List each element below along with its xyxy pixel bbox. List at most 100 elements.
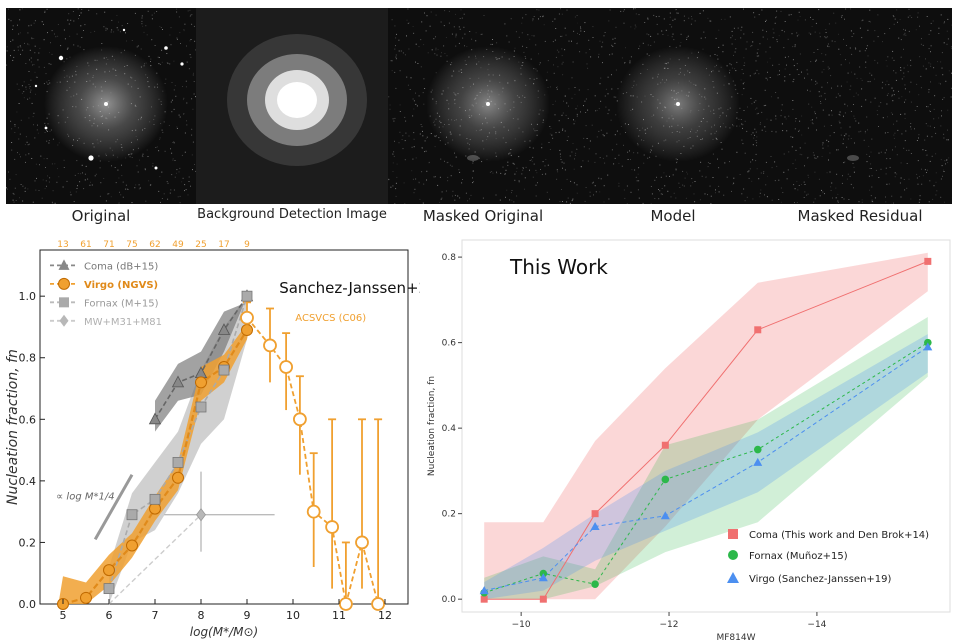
chart-title: Sanchez-Janssen+2019 <box>279 279 420 297</box>
star <box>164 46 168 50</box>
fornax-point <box>150 494 160 504</box>
galaxy-nucleus <box>104 102 108 106</box>
x-tick-label: 6 <box>106 609 113 622</box>
virgo-point <box>173 472 184 483</box>
fornax-point <box>754 446 762 454</box>
count-label: 75 <box>126 240 137 250</box>
y-tick-label: 0.4 <box>442 424 457 434</box>
coma-point <box>754 326 761 333</box>
acsvcs-point <box>294 413 306 425</box>
star <box>123 29 125 31</box>
legend-label: Fornax (M+15) <box>84 298 159 309</box>
x-tick-label: 10 <box>286 609 300 622</box>
image-panel-5 <box>768 8 952 204</box>
coma-point <box>592 510 599 517</box>
fornax-point <box>127 510 137 520</box>
y-tick-label: 0.4 <box>19 475 37 488</box>
acsvcs-point <box>241 312 253 324</box>
acsvcs-label: ACSVCS (C06) <box>295 313 366 324</box>
background-core <box>277 82 317 118</box>
acsvcs-point <box>264 339 276 351</box>
panel-background <box>768 8 952 204</box>
legend-marker <box>59 278 70 289</box>
image-panel-4 <box>578 8 768 204</box>
acsvcs-point <box>326 521 338 533</box>
residual-blob <box>847 155 859 161</box>
y-tick-label: 0.8 <box>442 253 457 263</box>
count-label: 62 <box>149 240 160 250</box>
star <box>88 155 93 160</box>
count-label: 71 <box>103 240 114 250</box>
x-tick-label: −14 <box>807 620 826 630</box>
x-tick-label: 7 <box>152 609 159 622</box>
acsvcs-point <box>356 536 368 548</box>
x-tick-label: −10 <box>512 620 531 630</box>
panel-image <box>768 8 952 204</box>
virgo-point <box>81 592 92 603</box>
y-tick-label: 0.0 <box>442 595 457 605</box>
fornax-point <box>173 457 183 467</box>
x-tick-label: 11 <box>332 609 346 622</box>
legend-marker <box>728 550 738 560</box>
legend-label: Coma (dB+15) <box>84 261 158 272</box>
galaxy-image-strip <box>6 8 952 204</box>
panel-caption-1: Original <box>6 207 196 225</box>
legend-label: Coma (This work and Den Brok+14) <box>749 530 929 541</box>
virgo-point <box>242 325 253 336</box>
x-tick-label: −12 <box>660 620 679 630</box>
residual-blob <box>467 155 479 161</box>
image-panel-3 <box>388 8 578 204</box>
panel-image <box>388 8 578 204</box>
count-label: 17 <box>218 240 229 250</box>
x-tick-label: 12 <box>378 609 392 622</box>
panel-image <box>578 8 768 204</box>
legend-label: Virgo (Sanchez-Janssen+19) <box>749 574 892 585</box>
x-tick-label: 8 <box>198 609 205 622</box>
virgo-point <box>127 540 138 551</box>
y-tick-label: 0.6 <box>19 413 37 426</box>
count-label: 61 <box>80 240 91 250</box>
legend-label: Fornax (Muñoz+15) <box>749 551 848 562</box>
x-tick-label: 9 <box>244 609 251 622</box>
panel-caption-5: Masked Residual <box>768 207 952 225</box>
legend-label: Virgo (NGVS) <box>84 280 158 291</box>
image-panel-1 <box>6 8 196 204</box>
slope-label: ∝ log M*1/4 <box>56 491 114 502</box>
coma-point <box>481 596 488 603</box>
legend-label: MW+M31+M81 <box>84 317 162 328</box>
panel-caption-4: Model <box>578 207 768 225</box>
acsvcs-point <box>308 506 320 518</box>
count-label: 25 <box>195 240 206 250</box>
x-axis-label: MF814W <box>716 633 755 640</box>
y-tick-label: 0.0 <box>19 598 37 611</box>
coma-point <box>924 258 931 265</box>
fornax-point <box>219 365 229 375</box>
star <box>180 62 183 65</box>
legend-marker <box>59 297 69 307</box>
coma-point <box>540 596 547 603</box>
y-tick-label: 0.8 <box>19 352 37 365</box>
fornax-point <box>104 584 114 594</box>
count-label: 13 <box>57 240 68 250</box>
y-tick-label: 0.2 <box>442 510 456 520</box>
fornax-point <box>242 291 252 301</box>
galaxy-nucleus <box>676 102 680 106</box>
x-axis-label: log(M*/M⊙) <box>190 625 258 639</box>
fornax-point <box>591 580 599 588</box>
star <box>155 167 158 170</box>
star <box>59 56 63 60</box>
acsvcs-point <box>280 361 292 373</box>
count-label: 9 <box>244 240 250 250</box>
panel-image <box>6 8 196 204</box>
star <box>45 127 48 130</box>
y-axis-label: Nucleation fraction, fn <box>427 376 437 476</box>
x-tick-label: 5 <box>60 609 67 622</box>
panel-caption-2: Background Detection Image <box>196 207 388 222</box>
virgo-point <box>196 377 207 388</box>
y-axis-label: Nucleation fraction, fn <box>5 349 21 505</box>
legend-marker <box>728 529 738 539</box>
count-label: 49 <box>172 240 184 250</box>
